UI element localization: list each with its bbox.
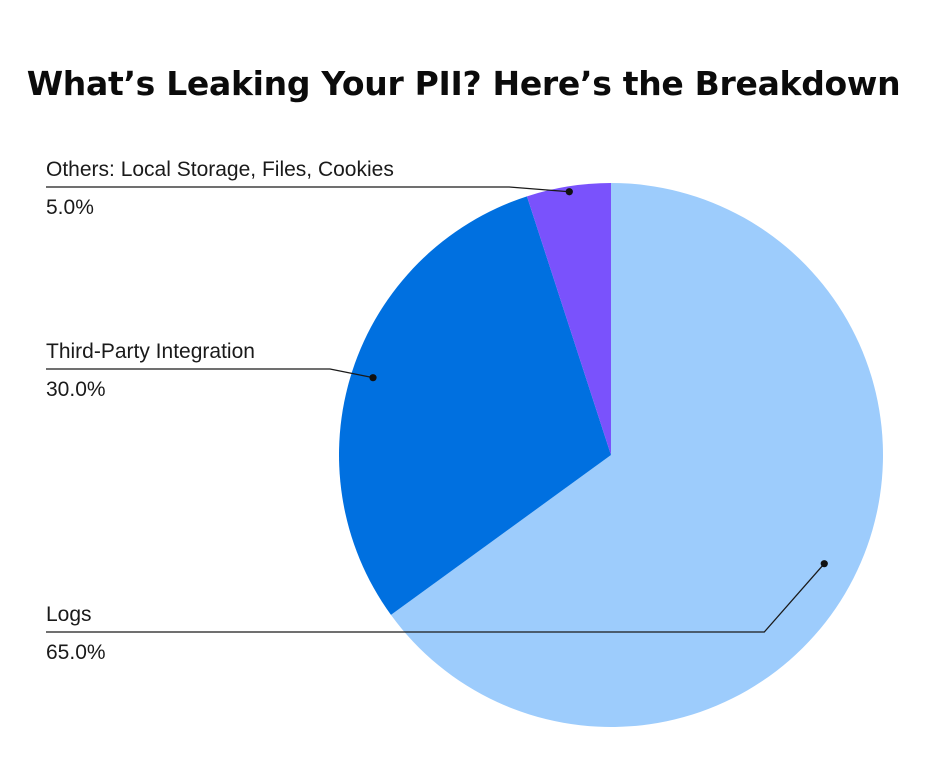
slice-value-third-party-integration: 30.0% bbox=[46, 378, 106, 401]
leader-line-logs bbox=[46, 563, 825, 633]
slice-value-logs: 65.0% bbox=[46, 641, 106, 664]
slice-label-third-party-integration: Third-Party Integration bbox=[46, 340, 255, 363]
pie-labels: Logs 65.0% Third-Party Integration 30.0% Oth… bbox=[46, 158, 828, 664]
slice-label-logs: Logs bbox=[46, 603, 92, 626]
leader-dot-others-local-storage-files-cookies bbox=[565, 188, 573, 196]
pie-slice-others-local-storage-files-cookies bbox=[526, 183, 611, 455]
pie-slice-third-party-integration bbox=[339, 196, 611, 615]
leader-dot-logs bbox=[820, 560, 828, 568]
leader-line-others-local-storage-files-cookies bbox=[46, 186, 570, 193]
pie-slices bbox=[339, 183, 883, 727]
pie-slice-logs bbox=[390, 183, 883, 727]
slice-value-others-local-storage-files-cookies: 5.0% bbox=[46, 196, 94, 219]
slice-label-others-local-storage-files-cookies: Others: Local Storage, Files, Cookies bbox=[46, 158, 394, 181]
chart-title: What’s Leaking Your PII? Here’s the Brea… bbox=[26, 64, 901, 103]
leader-line-third-party-integration bbox=[46, 368, 374, 379]
leader-dot-third-party-integration bbox=[369, 374, 377, 382]
